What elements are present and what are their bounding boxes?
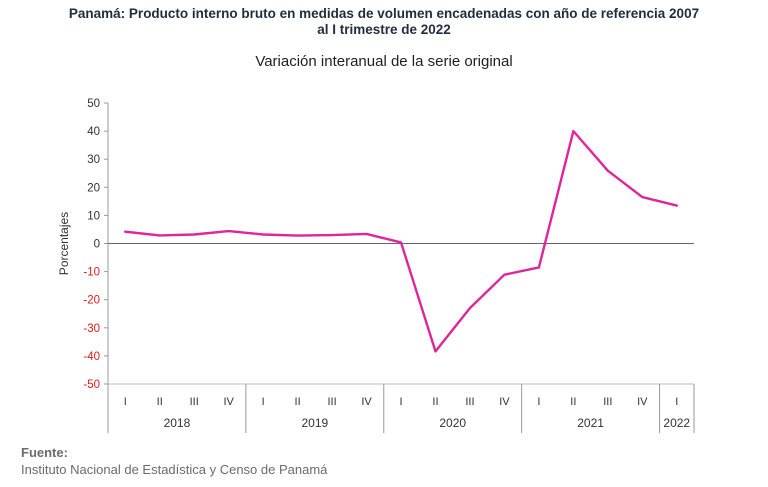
y-tick-label: 40: [87, 126, 100, 138]
year-label: 2020: [439, 416, 466, 430]
quarter-label: I: [124, 396, 127, 408]
chart-title-line-1: Panamá: Producto interno bruto en medida…: [68, 6, 700, 21]
y-axis-title: Porcentajes: [57, 212, 71, 275]
quarter-label: III: [603, 396, 612, 408]
y-tick-label: 50: [87, 98, 100, 110]
y-tick-label: -10: [83, 267, 100, 279]
y-tick-label: 0: [94, 239, 100, 251]
quarter-label: I: [675, 396, 678, 408]
chart-title-line-2: al I trimestre de 2022: [317, 22, 451, 37]
quarter-label: III: [190, 396, 199, 408]
source-text: Instituto Nacional de Estadística y Cens…: [21, 462, 328, 477]
source-label: Fuente:: [21, 445, 68, 460]
chart-title: Panamá: Producto interno bruto en medida…: [0, 6, 768, 38]
year-label: 2019: [301, 416, 328, 430]
quarter-label: II: [157, 396, 163, 408]
year-label: 2018: [164, 416, 191, 430]
quarter-label: III: [327, 396, 336, 408]
y-tick-label: -30: [83, 323, 100, 335]
chart-subtitle: Variación interanual de la serie origina…: [255, 53, 513, 70]
series-line: [123, 129, 678, 353]
line-chart: 50 40 30 20 10 0 -10 -20 -30 -40 -50 Porcentajes 201…: [57, 98, 695, 433]
y-tick-label: -50: [83, 379, 100, 391]
quarter-label: IV: [361, 396, 372, 408]
year-label: 2021: [577, 416, 604, 430]
quarter-label: II: [432, 396, 438, 408]
quarter-label: II: [295, 396, 301, 408]
quarter-label: I: [537, 396, 540, 408]
quarter-label: I: [399, 396, 402, 408]
y-tick-label: 30: [87, 154, 100, 166]
quarter-label: IV: [223, 396, 234, 408]
y-tick-label: -20: [83, 295, 100, 307]
y-tick-label: 10: [87, 210, 100, 222]
year-label: 2022: [663, 416, 690, 430]
quarter-label: I: [262, 396, 265, 408]
quarter-label: IV: [499, 396, 510, 408]
quarter-label: II: [570, 396, 576, 408]
quarter-label: IV: [637, 396, 648, 408]
y-tick-label: 20: [87, 182, 100, 194]
y-tick-label: -40: [83, 351, 100, 363]
quarter-label: III: [465, 396, 474, 408]
